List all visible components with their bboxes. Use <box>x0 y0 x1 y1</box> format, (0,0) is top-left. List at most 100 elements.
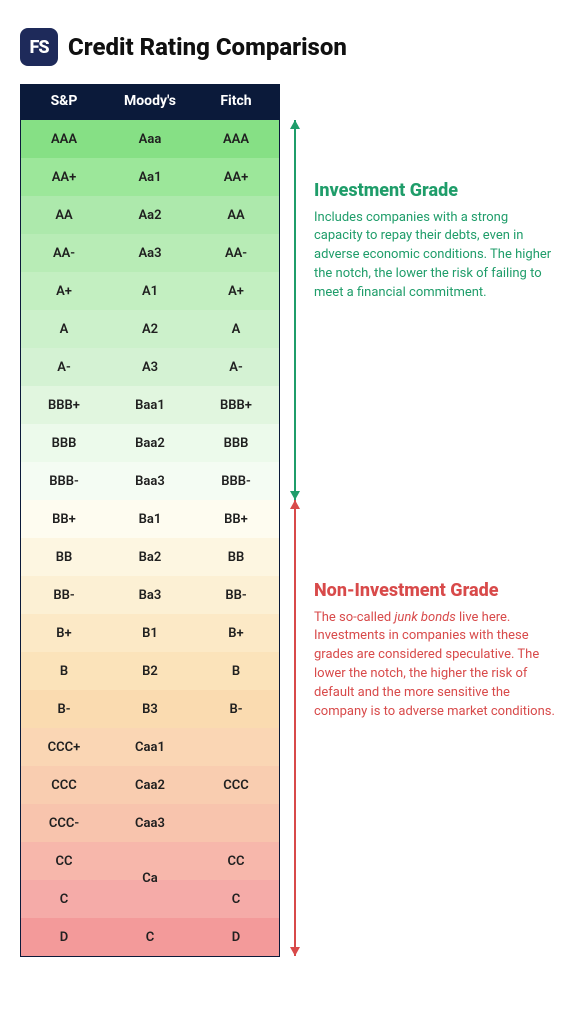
noninvestment-title: Non-Investment Grade <box>314 580 556 603</box>
table-row: AAAAaaAAA <box>21 120 279 158</box>
descriptions: Investment Grade Includes companies with… <box>314 84 556 957</box>
table-cell: A- <box>21 348 107 386</box>
table-cell: Ba3 <box>107 576 193 614</box>
table-cell: A- <box>193 348 279 386</box>
table-cell: Caa3 <box>107 804 193 842</box>
table-cell: Baa2 <box>107 424 193 462</box>
logo-badge: FS <box>20 28 58 66</box>
table-cell: BBB <box>21 424 107 462</box>
table-cell: CCC- <box>21 804 107 842</box>
table-row: B+B1B+ <box>21 614 279 652</box>
table-row: BB-Ba3BB- <box>21 576 279 614</box>
table-cell <box>193 804 279 842</box>
table-cell: Caa2 <box>107 766 193 804</box>
table-cell: CC <box>21 842 107 880</box>
noninvestment-arrow <box>286 500 304 956</box>
table-row: BB+Ba1BB+ <box>21 500 279 538</box>
side-panel: Investment Grade Includes companies with… <box>286 84 556 957</box>
table-row: AA+Aa1AA+ <box>21 158 279 196</box>
table-cell: BBB- <box>193 462 279 500</box>
table-cell: A <box>21 310 107 348</box>
junk-bonds-emphasis: junk bonds <box>394 610 455 625</box>
table-row: B-B3B- <box>21 690 279 728</box>
table-cell: B3 <box>107 690 193 728</box>
table-cell: A1 <box>107 272 193 310</box>
table-cell: AA+ <box>21 158 107 196</box>
table-cell <box>193 728 279 766</box>
table-cell: BB+ <box>193 500 279 538</box>
table-cell: BBB <box>193 424 279 462</box>
table-row: BB2B <box>21 652 279 690</box>
table-row: DCD <box>21 918 279 956</box>
table-cell: B- <box>193 690 279 728</box>
investment-arrow <box>286 120 304 500</box>
table-row: CCCCaa2CCC <box>21 766 279 804</box>
table-cell: Aa2 <box>107 196 193 234</box>
table-cell: Baa1 <box>107 386 193 424</box>
table-header-row: S&P Moody's Fitch <box>21 84 279 120</box>
table-cell: CCC <box>193 766 279 804</box>
table-cell: Aa3 <box>107 234 193 272</box>
table-row: CCC+Caa1 <box>21 728 279 766</box>
investment-title: Investment Grade <box>314 180 556 203</box>
table-cell: B2 <box>107 652 193 690</box>
table-cell: BB <box>21 538 107 576</box>
table-cell: B+ <box>193 614 279 652</box>
table-body: AAAAaaAAAAA+Aa1AA+AAAa2AAAA-Aa3AA-A+A1A+… <box>21 120 279 956</box>
page-title: Credit Rating Comparison <box>68 33 347 61</box>
table-cell: C <box>107 918 193 956</box>
table-cell: Aaa <box>107 120 193 158</box>
table-row: BBB+Baa1BBB+ <box>21 386 279 424</box>
table-row: CCCaCC <box>21 842 279 880</box>
table-row: AA2A <box>21 310 279 348</box>
table-cell: Caa1 <box>107 728 193 766</box>
table-cell: BB- <box>193 576 279 614</box>
table-cell: BB- <box>21 576 107 614</box>
noninvestment-description: Non-Investment Grade The so-called junk … <box>314 500 556 956</box>
col-header-moodys: Moody's <box>107 84 193 120</box>
table-cell: A+ <box>193 272 279 310</box>
table-row: BBB-Baa3BBB- <box>21 462 279 500</box>
investment-description: Investment Grade Includes companies with… <box>314 120 556 500</box>
col-header-fitch: Fitch <box>193 84 279 120</box>
table-cell: A3 <box>107 348 193 386</box>
table-cell: A <box>193 310 279 348</box>
table-row: A+A1A+ <box>21 272 279 310</box>
content-area: S&P Moody's Fitch AAAAaaAAAAA+Aa1AA+AAAa… <box>20 84 556 957</box>
col-header-sp: S&P <box>21 84 107 120</box>
table-cell: AA <box>21 196 107 234</box>
table-cell: D <box>21 918 107 956</box>
table-cell: B <box>21 652 107 690</box>
table-cell: D <box>193 918 279 956</box>
table-cell: AAA <box>193 120 279 158</box>
table-cell: A2 <box>107 310 193 348</box>
table-cell: B1 <box>107 614 193 652</box>
table-cell: A+ <box>21 272 107 310</box>
table-cell: BBB+ <box>21 386 107 424</box>
table-cell: C <box>21 880 107 918</box>
table-cell: BB <box>193 538 279 576</box>
table-cell: B <box>193 652 279 690</box>
table-cell: Ca <box>107 842 193 880</box>
ratings-table: S&P Moody's Fitch AAAAaaAAAAA+Aa1AA+AAAa… <box>20 84 280 957</box>
table-cell: Ba1 <box>107 500 193 538</box>
table-row: A-A3A- <box>21 348 279 386</box>
table-cell: AA <box>193 196 279 234</box>
noninvestment-body: The so-called junk bonds live here. Inve… <box>314 609 556 722</box>
table-row: BBBBaa2BBB <box>21 424 279 462</box>
table-cell: CC <box>193 842 279 880</box>
table-row: AAAa2AA <box>21 196 279 234</box>
table-cell: BBB+ <box>193 386 279 424</box>
page-header: FS Credit Rating Comparison <box>20 28 556 66</box>
table-row: CCC-Caa3 <box>21 804 279 842</box>
table-cell: BB+ <box>21 500 107 538</box>
table-row: AA-Aa3AA- <box>21 234 279 272</box>
table-cell: AAA <box>21 120 107 158</box>
table-cell: AA- <box>193 234 279 272</box>
table-cell: B+ <box>21 614 107 652</box>
table-cell: CCC <box>21 766 107 804</box>
table-cell: Ba2 <box>107 538 193 576</box>
table-cell: C <box>193 880 279 918</box>
investment-body: Includes companies with a strong capacit… <box>314 209 556 303</box>
table-cell: Baa3 <box>107 462 193 500</box>
